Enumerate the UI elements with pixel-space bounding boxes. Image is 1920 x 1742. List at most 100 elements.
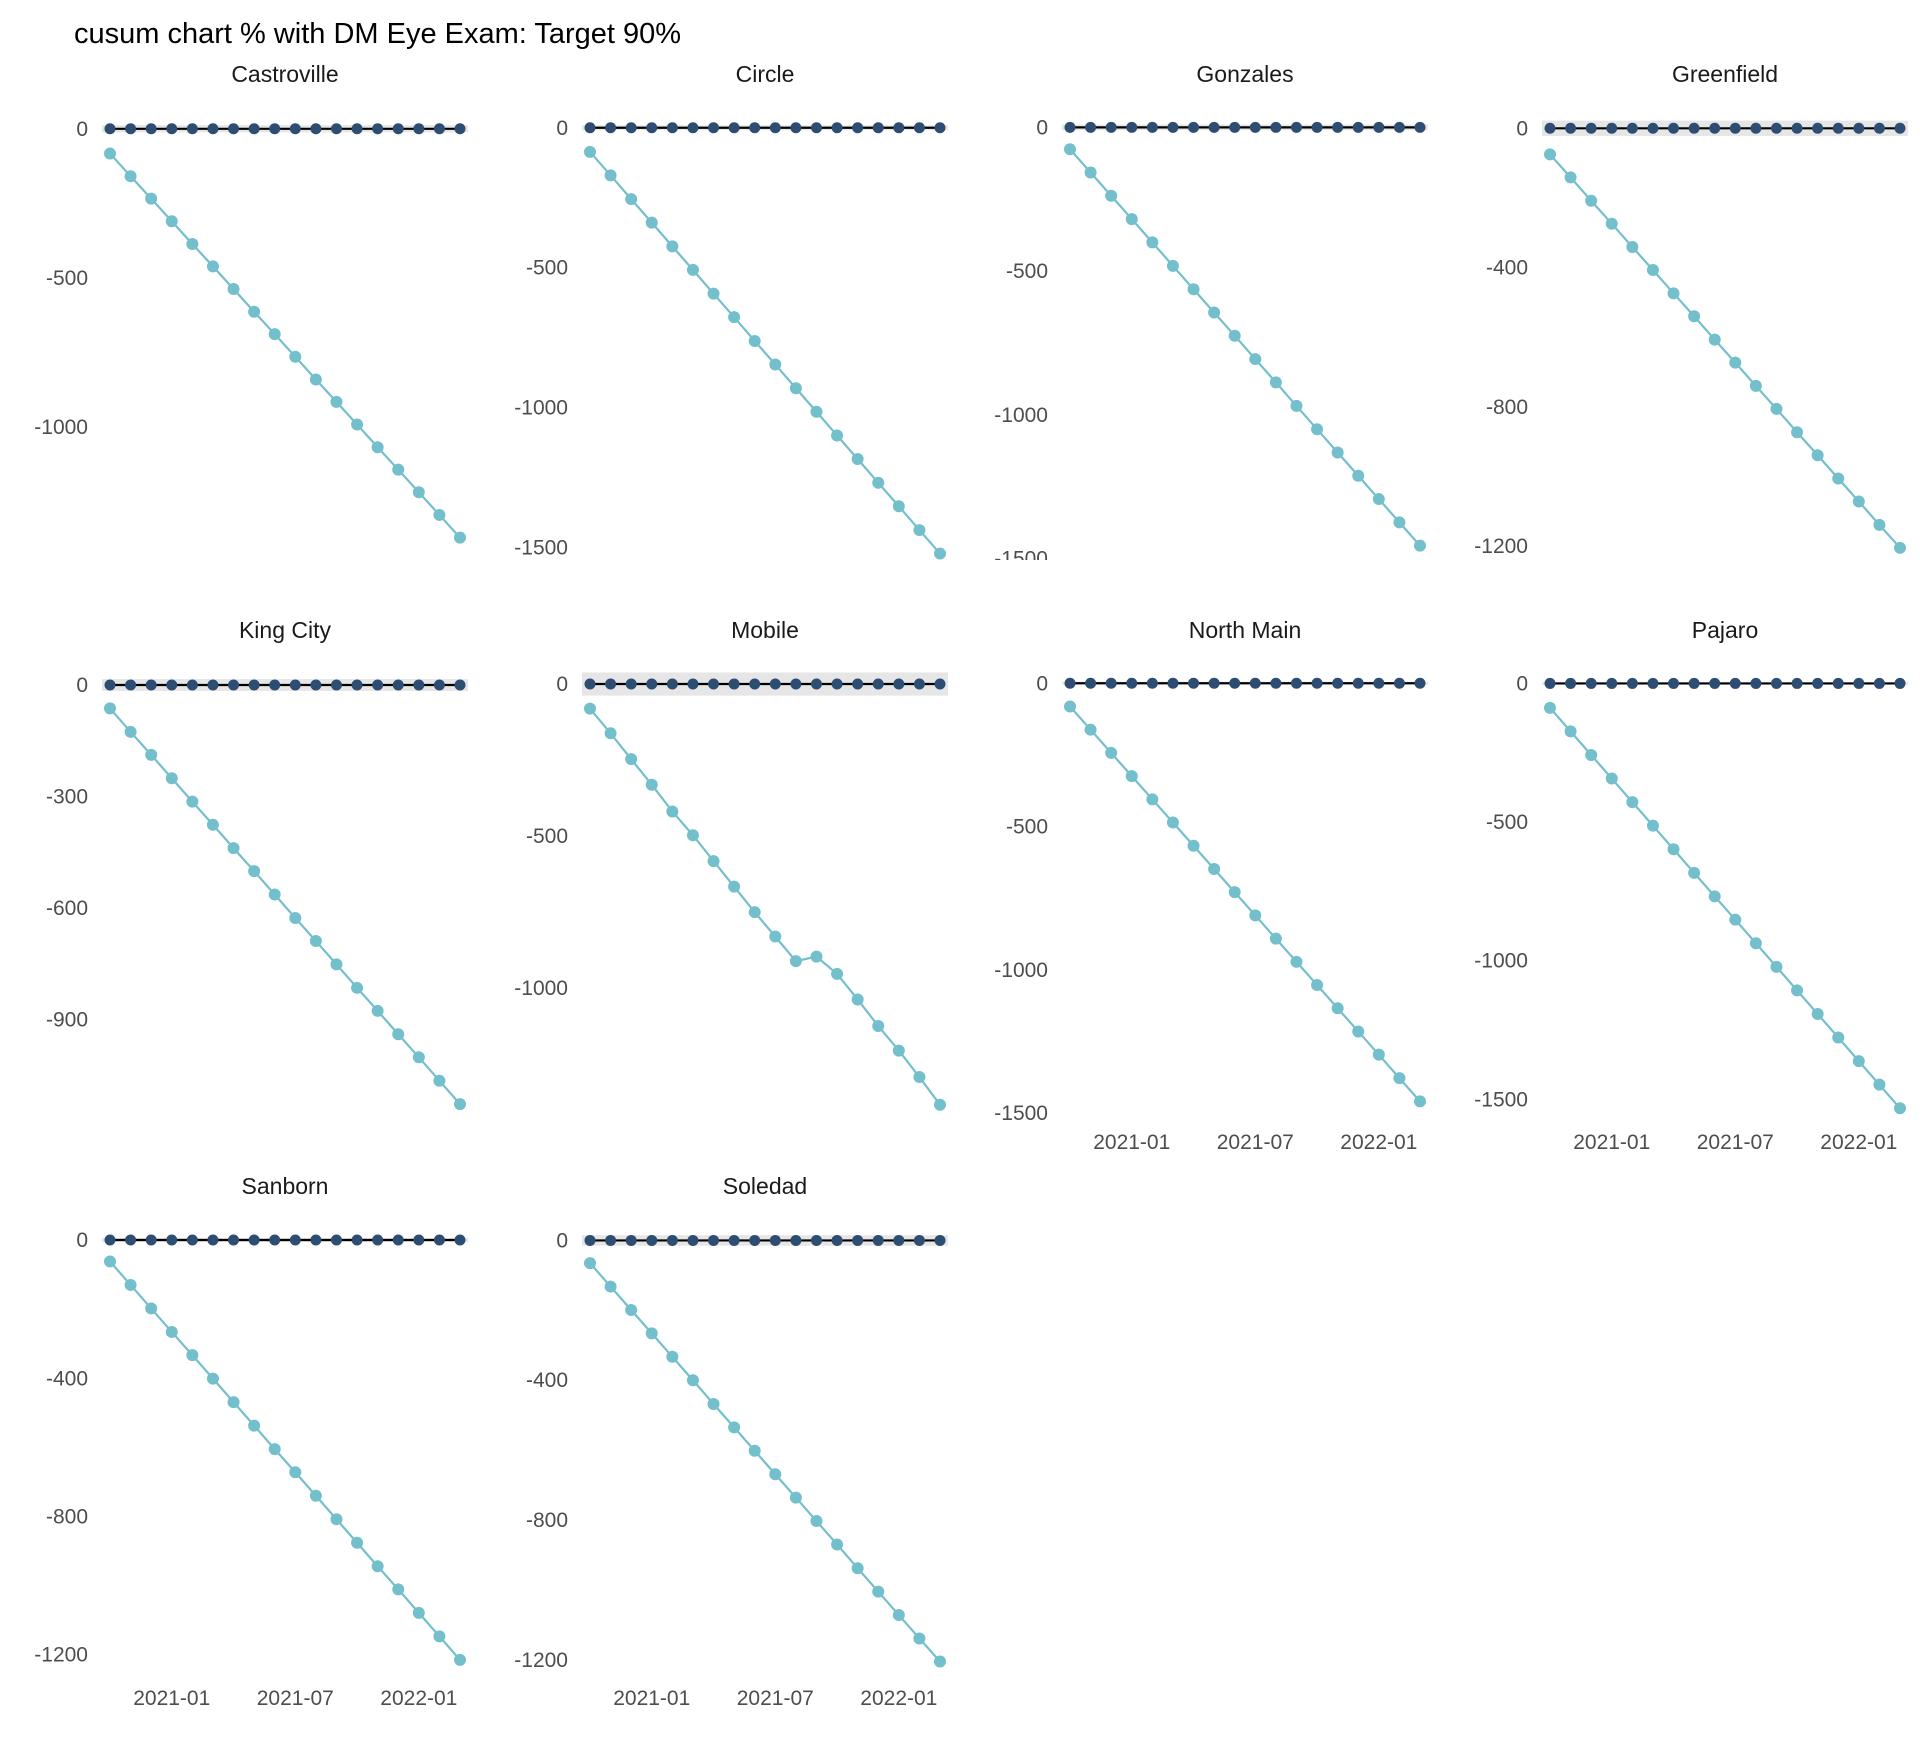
- cusum-point: [934, 1655, 946, 1668]
- target-point: [413, 123, 425, 135]
- y-tick-label: 0: [556, 673, 568, 696]
- cusum-point: [227, 283, 240, 296]
- target-point: [810, 1234, 822, 1246]
- target-point: [831, 122, 843, 134]
- cusum-point: [1228, 886, 1241, 899]
- cusum-point: [872, 476, 885, 489]
- x-tick-label: 2022-01: [380, 1687, 457, 1710]
- panel-greenfield: Greenfield 0 -400 -800 -1200: [1440, 58, 1920, 614]
- target-point: [145, 679, 157, 691]
- cusum-point: [1228, 329, 1241, 342]
- target-point: [1146, 677, 1158, 689]
- cusum-point: [686, 829, 699, 842]
- y-tick-label: -300: [46, 785, 88, 808]
- target-point: [1585, 677, 1597, 689]
- target-point: [104, 1234, 116, 1246]
- panel-title: North Main: [1188, 617, 1302, 643]
- target-point: [708, 678, 720, 690]
- target-point: [1668, 122, 1680, 134]
- target-point: [125, 679, 137, 691]
- y-tick-label: -500: [46, 267, 88, 290]
- cusum-point: [625, 1303, 638, 1316]
- target-point: [584, 122, 596, 134]
- target-point: [1709, 122, 1721, 134]
- target-point: [913, 1234, 925, 1246]
- cusum-point: [309, 1489, 322, 1502]
- target-point: [1373, 121, 1385, 133]
- cusum-point: [454, 531, 466, 544]
- target-point: [330, 679, 342, 691]
- cusum-point: [872, 1019, 885, 1032]
- target-point: [584, 1234, 596, 1246]
- cusum-point: [707, 1397, 720, 1410]
- target-point: [1085, 677, 1097, 689]
- cusum-point: [1105, 189, 1118, 202]
- target-point: [392, 123, 404, 135]
- cusum-point: [330, 395, 343, 408]
- y-tick-label: -1000: [34, 416, 88, 439]
- target-point: [1167, 121, 1179, 133]
- y-tick-label: -800: [1486, 396, 1528, 419]
- target-point: [1229, 677, 1241, 689]
- y-tick-label: -1000: [994, 959, 1048, 982]
- cusum-point: [851, 993, 864, 1006]
- target-point: [1688, 677, 1700, 689]
- panel-plot-sanborn: 0 -400 -800 -1200 2021-01 2021-07 2022-01: [34, 1229, 468, 1710]
- cusum-point: [625, 193, 638, 206]
- cusum-point: [1544, 701, 1556, 714]
- cusum-point: [1626, 241, 1639, 254]
- target-point: [1832, 122, 1844, 134]
- target-point: [1668, 677, 1680, 689]
- cusum-point: [831, 429, 844, 442]
- target-point: [872, 1234, 884, 1246]
- cusum-point: [330, 1513, 343, 1526]
- target-point: [310, 1234, 322, 1246]
- cusum-point: [769, 358, 782, 371]
- target-point: [433, 1234, 445, 1246]
- target-point: [1249, 121, 1261, 133]
- panel-title: Pajaro: [1691, 617, 1759, 643]
- target-point: [186, 123, 198, 135]
- cusum-point: [1770, 960, 1783, 973]
- y-tick-label: -400: [46, 1367, 88, 1390]
- target-point: [1064, 677, 1076, 689]
- target-point: [893, 122, 905, 134]
- cusum-point: [412, 1051, 425, 1064]
- x-tick-label: 2021-07: [1697, 1131, 1774, 1154]
- y-tick-label: -500: [526, 257, 568, 280]
- target-point: [1647, 677, 1659, 689]
- target-point: [1832, 677, 1844, 689]
- target-point: [831, 1234, 843, 1246]
- cusum-point: [145, 1302, 158, 1315]
- cusum-point: [707, 287, 720, 300]
- cusum-point: [289, 350, 302, 363]
- x-tick-label: 2021-07: [737, 1687, 814, 1710]
- cusum-point: [1585, 748, 1598, 761]
- y-tick-label: -1500: [514, 536, 568, 559]
- cusum-point: [104, 1255, 116, 1268]
- target-point: [1332, 677, 1344, 689]
- target-point: [934, 1234, 946, 1246]
- panel-title: Circle: [735, 61, 795, 87]
- cusum-point: [748, 1444, 761, 1457]
- cusum-point: [371, 1004, 384, 1017]
- target-point: [186, 679, 198, 691]
- cusum-point: [104, 147, 116, 160]
- panel-plot-castroville: 0 -500 -1000: [34, 118, 468, 544]
- target-point: [351, 1234, 363, 1246]
- cusum-point: [1249, 909, 1262, 922]
- target-point: [1311, 677, 1323, 689]
- target-point: [433, 679, 445, 691]
- panel-king-city: King City 0 -300 -600 -900: [0, 614, 480, 1170]
- target-point: [454, 1234, 466, 1246]
- target-point: [1853, 122, 1865, 134]
- target-point: [913, 122, 925, 134]
- target-point: [207, 1234, 219, 1246]
- target-point: [1688, 122, 1700, 134]
- cusum-point: [934, 547, 946, 560]
- panel-title: Greenfield: [1671, 61, 1779, 87]
- cusum-point: [186, 1349, 199, 1362]
- target-point: [310, 679, 322, 691]
- target-point: [666, 122, 678, 134]
- x-tick-label: 2021-01: [613, 1687, 690, 1710]
